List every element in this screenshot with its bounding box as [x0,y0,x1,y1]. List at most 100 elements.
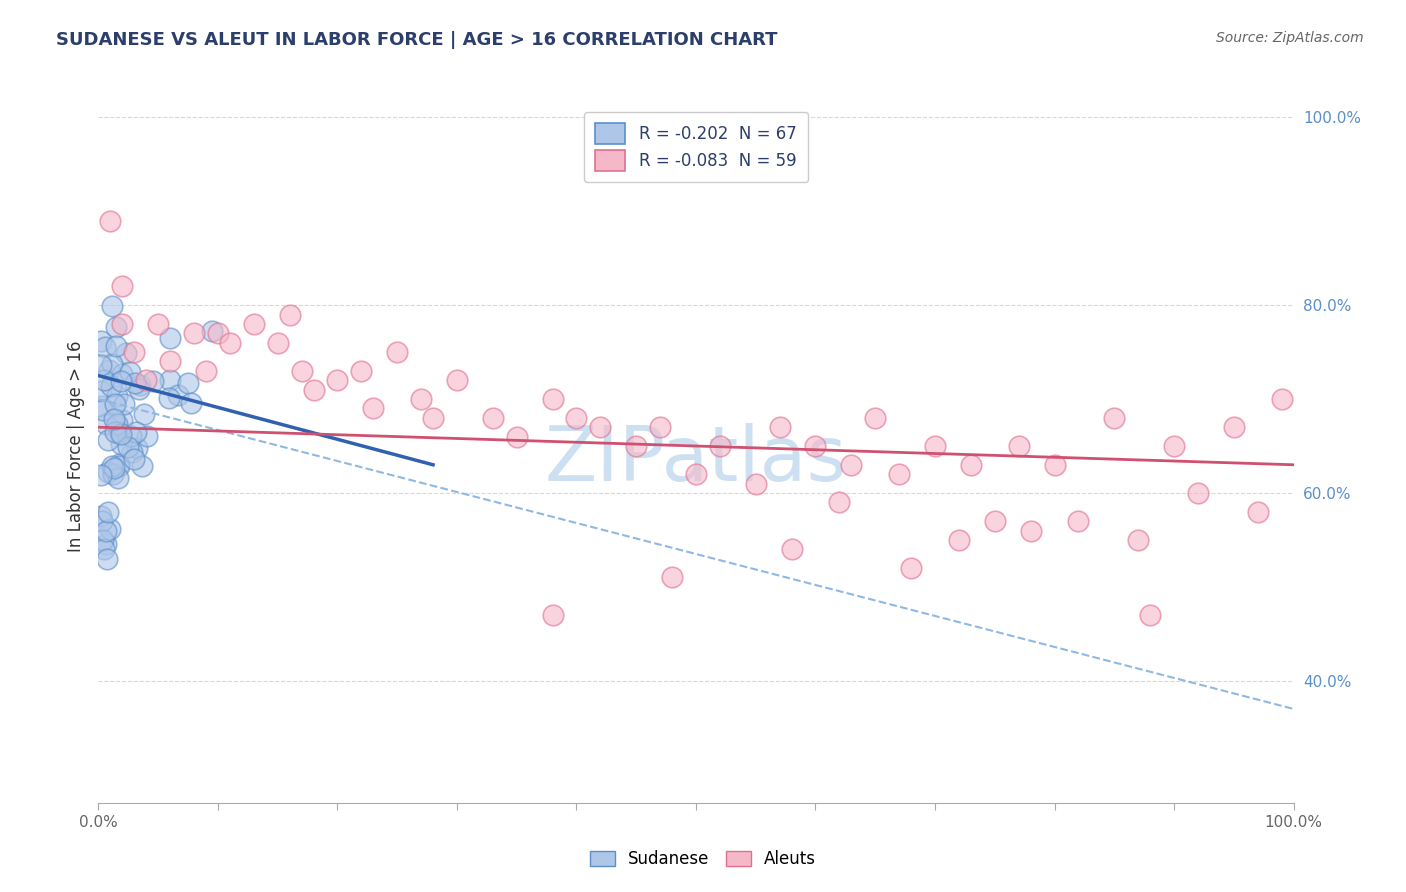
Point [90,358,112,372]
Point [207,326,229,341]
Point [201,324,224,338]
Point [107,471,129,485]
Point [101,299,124,313]
Point [267,335,290,350]
Point [120,365,142,379]
Point [865,410,887,425]
Point [148,317,170,331]
Point [1223,420,1246,434]
Point [180,396,202,410]
Point [1008,439,1031,453]
Point [685,467,707,482]
Point [1163,439,1185,453]
Point [108,458,131,472]
Point [1043,458,1066,472]
Point [768,420,790,434]
Point [385,345,409,359]
Point [108,458,131,473]
Point [302,383,325,397]
Point [110,426,132,441]
Point [91,533,114,547]
Point [291,364,314,378]
Point [135,373,157,387]
Point [709,439,731,453]
Point [350,364,373,378]
Point [110,374,132,388]
Legend: R = -0.202  N = 67, R = -0.083  N = 59: R = -0.202 N = 67, R = -0.083 N = 59 [583,112,808,183]
Point [97,465,120,479]
Point [97,505,120,519]
Point [195,364,218,378]
Point [411,392,433,406]
Point [804,439,827,453]
Point [960,458,983,472]
Y-axis label: In Labor Force | Age > 16: In Labor Force | Age > 16 [66,340,84,552]
Point [132,407,155,421]
Point [93,373,115,387]
Point [984,514,1007,528]
Point [1019,524,1042,538]
Point [1271,392,1294,406]
Point [96,551,118,566]
Point [128,378,150,392]
Point [90,399,112,413]
Point [91,514,114,528]
Point [117,441,139,455]
Point [111,279,134,293]
Point [100,378,122,392]
Point [91,403,114,417]
Point [124,376,146,391]
Text: SUDANESE VS ALEUT IN LABOR FORCE | AGE > 16 CORRELATION CHART: SUDANESE VS ALEUT IN LABOR FORCE | AGE >… [56,31,778,49]
Point [446,373,468,387]
Point [828,495,851,509]
Point [97,433,120,447]
Point [104,425,127,440]
Point [157,391,180,405]
Point [1104,410,1126,425]
Point [94,524,117,538]
Point [105,417,128,431]
Point [122,451,145,466]
Point [326,373,349,387]
Point [111,367,134,381]
Point [1067,514,1090,528]
Point [900,561,922,575]
Point [889,467,911,482]
Point [1247,505,1270,519]
Point [745,476,768,491]
Point [101,459,124,474]
Point [481,410,505,425]
Point [219,335,242,350]
Point [142,374,165,388]
Point [1128,533,1150,547]
Point [103,412,125,426]
Point [125,441,148,455]
Point [1139,607,1161,622]
Point [112,396,135,410]
Point [110,412,132,426]
Point [105,388,128,402]
Point [924,439,946,453]
Point [948,533,970,547]
Point [780,542,803,557]
Point [131,458,153,473]
Point [90,384,112,398]
Point [111,317,134,331]
Point [589,420,612,434]
Point [104,397,127,411]
Point [94,537,117,551]
Point [121,445,143,459]
Point [626,439,648,453]
Point [422,410,444,425]
Point [167,388,190,402]
Point [103,461,125,475]
Point [159,373,181,387]
Point [94,340,117,354]
Point [101,357,124,371]
Point [90,509,112,524]
Point [128,382,150,396]
Point [841,458,863,472]
Point [648,420,672,434]
Point [1187,486,1209,500]
Point [183,326,205,341]
